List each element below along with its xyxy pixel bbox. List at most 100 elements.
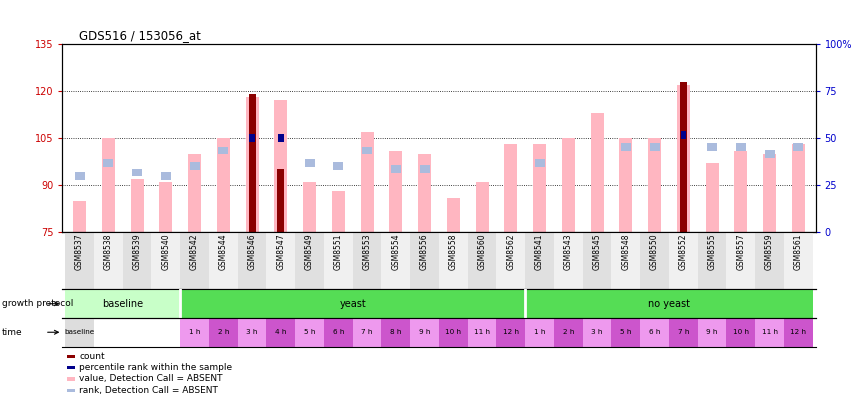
Text: GSM8547: GSM8547 bbox=[276, 234, 285, 270]
Bar bbox=[649, 143, 659, 151]
Bar bbox=[94, 232, 123, 289]
Text: 7 h: 7 h bbox=[361, 329, 372, 335]
Bar bbox=[409, 232, 438, 289]
Text: 12 h: 12 h bbox=[502, 329, 519, 335]
Text: GSM8550: GSM8550 bbox=[649, 234, 659, 270]
Bar bbox=[103, 159, 113, 167]
Text: GSM8549: GSM8549 bbox=[305, 234, 314, 270]
Bar bbox=[160, 172, 171, 179]
Bar bbox=[467, 318, 496, 346]
FancyBboxPatch shape bbox=[67, 388, 75, 392]
Text: 7 h: 7 h bbox=[676, 329, 688, 335]
Bar bbox=[419, 166, 429, 173]
Text: GSM8551: GSM8551 bbox=[334, 234, 342, 270]
Bar bbox=[783, 318, 812, 346]
Bar bbox=[554, 318, 582, 346]
Text: GSM8555: GSM8555 bbox=[707, 234, 716, 270]
Bar bbox=[180, 232, 209, 289]
Bar bbox=[277, 169, 284, 232]
Bar bbox=[554, 232, 582, 289]
Text: GSM8562: GSM8562 bbox=[506, 234, 514, 270]
Bar bbox=[525, 318, 554, 346]
Bar bbox=[475, 182, 488, 232]
Text: yeast: yeast bbox=[339, 299, 366, 309]
Bar bbox=[237, 318, 266, 346]
Bar bbox=[640, 318, 668, 346]
Text: 9 h: 9 h bbox=[419, 329, 430, 335]
Text: GSM8559: GSM8559 bbox=[764, 234, 773, 270]
Bar bbox=[249, 134, 254, 142]
Text: GSM8544: GSM8544 bbox=[218, 234, 228, 270]
Text: 3 h: 3 h bbox=[247, 329, 258, 335]
Bar bbox=[706, 143, 717, 151]
FancyBboxPatch shape bbox=[67, 354, 75, 358]
Text: GDS516 / 153056_at: GDS516 / 153056_at bbox=[79, 29, 201, 42]
Bar bbox=[496, 232, 525, 289]
Bar bbox=[647, 138, 660, 232]
Bar bbox=[132, 169, 142, 176]
Bar bbox=[668, 232, 697, 289]
Text: GSM8557: GSM8557 bbox=[735, 234, 745, 270]
Bar bbox=[582, 318, 611, 346]
Bar bbox=[333, 162, 343, 170]
Bar bbox=[381, 318, 409, 346]
Bar bbox=[391, 166, 400, 173]
Bar bbox=[123, 232, 151, 289]
Text: 2 h: 2 h bbox=[562, 329, 573, 335]
Text: GSM8558: GSM8558 bbox=[449, 234, 457, 270]
Bar bbox=[248, 94, 255, 232]
Bar bbox=[783, 232, 812, 289]
Bar bbox=[266, 318, 295, 346]
Bar bbox=[763, 154, 775, 232]
Text: GSM8561: GSM8561 bbox=[793, 234, 802, 270]
Bar bbox=[352, 318, 381, 346]
Bar bbox=[640, 232, 668, 289]
Bar bbox=[131, 179, 143, 232]
Bar bbox=[409, 318, 438, 346]
Bar bbox=[217, 138, 229, 232]
Bar bbox=[362, 147, 372, 154]
Text: GSM8560: GSM8560 bbox=[477, 234, 486, 270]
FancyBboxPatch shape bbox=[67, 366, 75, 369]
Text: 8 h: 8 h bbox=[390, 329, 401, 335]
Bar bbox=[180, 318, 209, 346]
Bar bbox=[381, 232, 409, 289]
Text: GSM8548: GSM8548 bbox=[621, 234, 630, 270]
Bar bbox=[274, 100, 287, 232]
Text: 2 h: 2 h bbox=[218, 329, 229, 335]
Bar bbox=[180, 289, 525, 318]
Bar bbox=[418, 154, 431, 232]
Bar bbox=[389, 150, 402, 232]
Text: baseline: baseline bbox=[64, 329, 95, 335]
Bar bbox=[246, 97, 258, 232]
Bar bbox=[352, 232, 381, 289]
Bar bbox=[735, 143, 745, 151]
Text: GSM8552: GSM8552 bbox=[678, 234, 687, 270]
Bar bbox=[160, 182, 172, 232]
Bar bbox=[611, 232, 640, 289]
Bar bbox=[266, 232, 295, 289]
Bar bbox=[295, 232, 323, 289]
Bar bbox=[73, 201, 86, 232]
Text: 11 h: 11 h bbox=[473, 329, 490, 335]
Bar bbox=[754, 232, 783, 289]
Bar bbox=[323, 318, 352, 346]
Bar bbox=[438, 232, 467, 289]
Text: GSM8539: GSM8539 bbox=[132, 234, 142, 270]
Bar bbox=[360, 132, 373, 232]
Bar bbox=[525, 289, 812, 318]
Text: GSM8542: GSM8542 bbox=[190, 234, 199, 270]
Bar bbox=[754, 318, 783, 346]
Text: GSM8545: GSM8545 bbox=[592, 234, 601, 270]
Bar bbox=[791, 144, 804, 232]
Bar bbox=[237, 232, 266, 289]
Bar bbox=[618, 138, 631, 232]
Bar bbox=[278, 134, 283, 142]
Bar bbox=[332, 191, 345, 232]
Bar bbox=[620, 143, 630, 151]
Text: 1 h: 1 h bbox=[189, 329, 200, 335]
Bar bbox=[705, 163, 717, 232]
Text: GSM8553: GSM8553 bbox=[363, 234, 371, 270]
Bar bbox=[680, 131, 685, 139]
Text: GSM8540: GSM8540 bbox=[161, 234, 170, 270]
